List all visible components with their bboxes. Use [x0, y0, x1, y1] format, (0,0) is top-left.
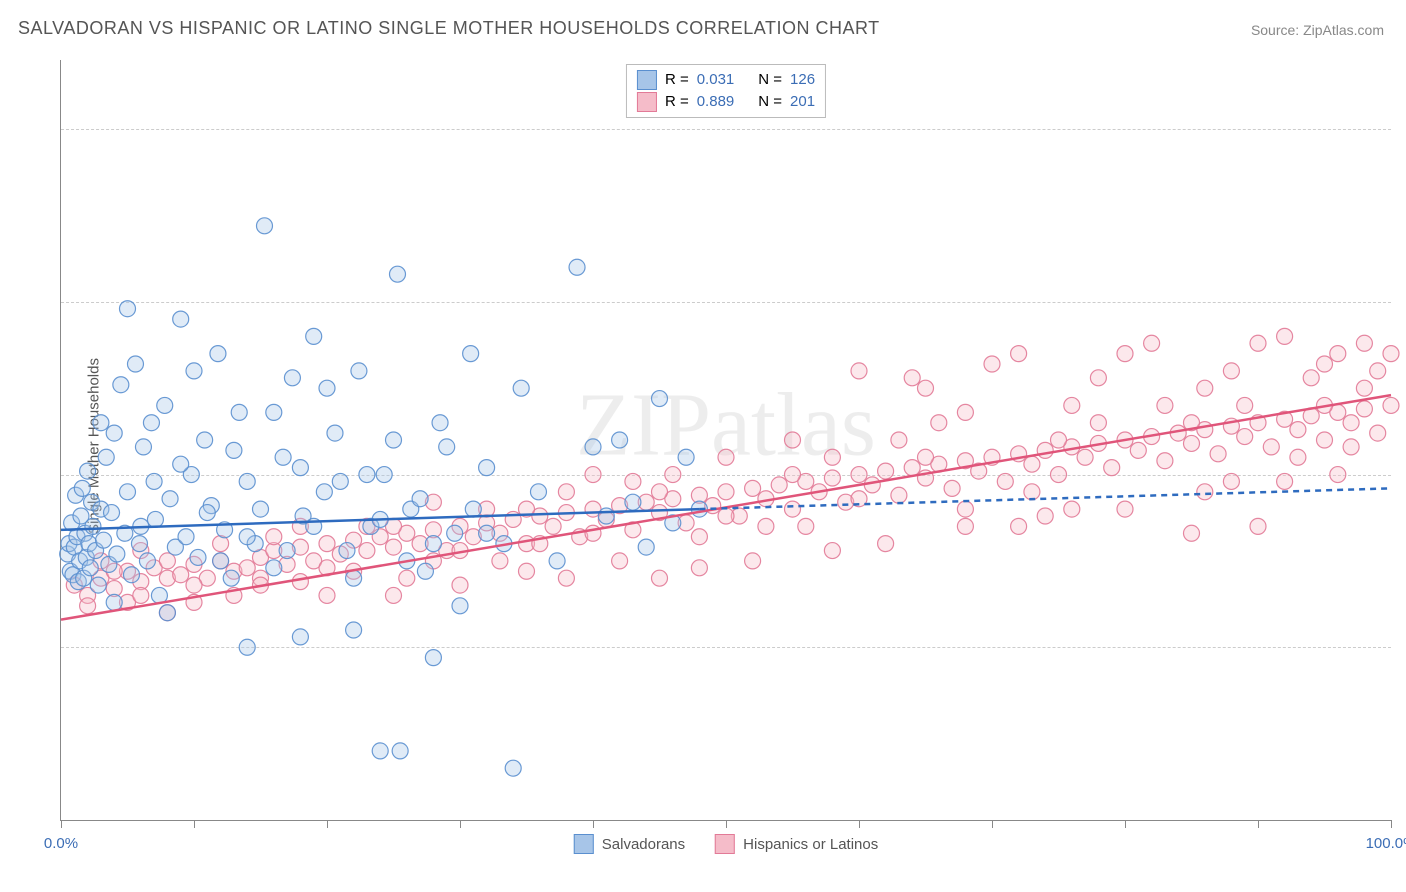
legend-item-2: Hispanics or Latinos — [715, 834, 878, 854]
correlation-row-1: R = 0.031 N = 126 — [637, 69, 815, 91]
r-value-2: 0.889 — [697, 91, 735, 113]
n-label: N = — [758, 69, 782, 91]
swatch-series1-icon — [637, 70, 657, 90]
legend-label-1: Salvadorans — [602, 836, 685, 853]
series-legend: Salvadorans Hispanics or Latinos — [574, 834, 878, 854]
y-tick-label: 10.0% — [1396, 466, 1406, 483]
n-value-2: 201 — [790, 91, 815, 113]
y-tick-label: 15.0% — [1396, 293, 1406, 310]
y-tick-label: 20.0% — [1396, 121, 1406, 138]
y-tick-label: 5.0% — [1396, 639, 1406, 656]
x-tick-label: 100.0% — [1366, 835, 1406, 852]
legend-label-2: Hispanics or Latinos — [743, 836, 878, 853]
correlation-row-2: R = 0.889 N = 201 — [637, 91, 815, 113]
n-value-1: 126 — [790, 69, 815, 91]
r-label: R = — [665, 91, 689, 113]
r-value-1: 0.031 — [697, 69, 735, 91]
r-label: R = — [665, 69, 689, 91]
scatter-svg — [61, 60, 1391, 820]
swatch-series1-icon — [574, 834, 594, 854]
n-label: N = — [758, 91, 782, 113]
chart-container: SALVADORAN VS HISPANIC OR LATINO SINGLE … — [0, 0, 1406, 892]
plot-area: ZIPatlas R = 0.031 N = 126 R = 0.889 N =… — [60, 60, 1391, 821]
correlation-legend: R = 0.031 N = 126 R = 0.889 N = 201 — [626, 64, 826, 118]
x-tick-label: 0.0% — [44, 835, 78, 852]
legend-item-1: Salvadorans — [574, 834, 685, 854]
source-label: Source: ZipAtlas.com — [1251, 22, 1384, 38]
swatch-series2-icon — [637, 92, 657, 112]
chart-title: SALVADORAN VS HISPANIC OR LATINO SINGLE … — [18, 18, 880, 39]
swatch-series2-icon — [715, 834, 735, 854]
